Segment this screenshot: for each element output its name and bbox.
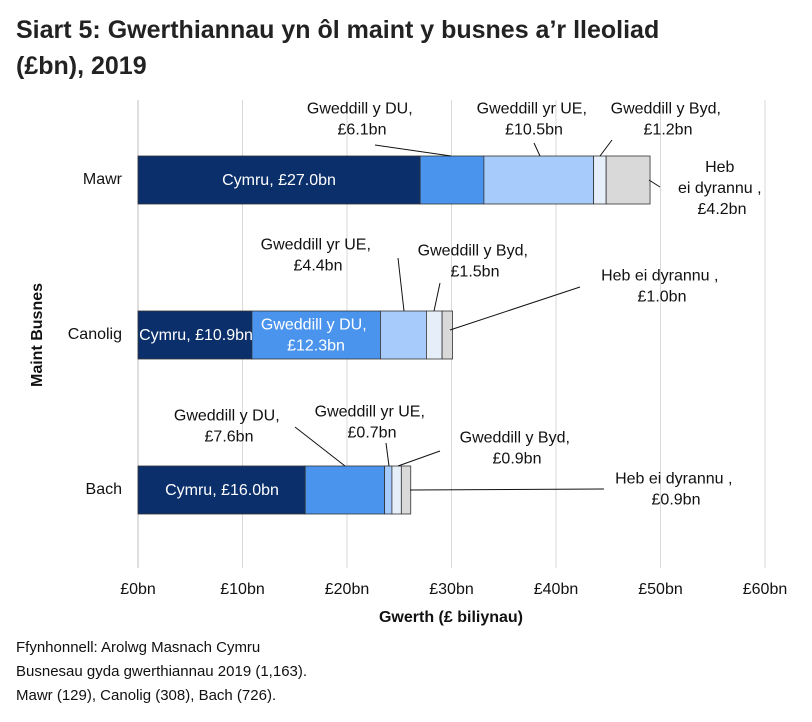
data-label: Gweddill yr UE, £4.4bn bbox=[261, 237, 376, 275]
note: Busnesau gyda gwerthiannau 2019 (1,163). bbox=[16, 663, 308, 680]
data-label: Gweddill y DU, £6.1bn bbox=[307, 101, 417, 139]
x-tick-label: £60bn bbox=[743, 581, 788, 598]
chart-title: Siart 5: Gwerthiannau yn ôl maint y busn… bbox=[16, 16, 660, 80]
bar-segment bbox=[251, 310, 381, 360]
data-label: Cymru, £27.0bn bbox=[222, 172, 336, 189]
leader-line bbox=[397, 450, 441, 467]
x-tick-label: £40bn bbox=[534, 581, 579, 598]
leader-line bbox=[294, 426, 346, 467]
data-label: Gweddill yr UE, £0.7bn bbox=[315, 404, 430, 442]
bar-segment bbox=[441, 310, 453, 360]
leader-line bbox=[599, 139, 613, 157]
bar-segment bbox=[384, 465, 393, 515]
y-tick-label: Bach bbox=[86, 481, 122, 498]
data-label: Heb ei dyrannu , £0.9bn bbox=[615, 471, 737, 509]
leader-line bbox=[374, 144, 452, 157]
x-tick-label: £20bn bbox=[325, 581, 370, 598]
bar-segment bbox=[593, 155, 607, 205]
leader-line bbox=[433, 282, 441, 312]
leader-line bbox=[397, 257, 405, 312]
bar-segment bbox=[137, 155, 421, 205]
leader-line bbox=[533, 142, 541, 157]
bar-segment bbox=[419, 155, 485, 205]
data-label: Cymru, £16.0bn bbox=[165, 482, 279, 499]
bar-segment bbox=[605, 155, 651, 205]
y-tick-label: Canolig bbox=[68, 326, 122, 343]
bar-segment bbox=[426, 310, 443, 360]
leader-line bbox=[449, 286, 581, 331]
data-label: Heb ei dyrannu , £1.0bn bbox=[601, 268, 723, 306]
x-tick-label: £50bn bbox=[638, 581, 683, 598]
x-tick-label: £30bn bbox=[429, 581, 474, 598]
data-label: Gweddill y Byd, £1.5bn bbox=[418, 243, 533, 281]
data-label: Gweddill y Byd, £0.9bn bbox=[460, 430, 575, 468]
leader-line bbox=[648, 179, 661, 188]
bar-segment bbox=[304, 465, 386, 515]
x-tick-label: £0bn bbox=[120, 581, 156, 598]
y-axis-title: Maint Busnes bbox=[29, 283, 46, 387]
bar-segment bbox=[391, 465, 402, 515]
bar-segment bbox=[400, 465, 412, 515]
leader-line bbox=[385, 442, 390, 467]
note: Mawr (129), Canolig (308), Bach (726). bbox=[16, 687, 277, 704]
x-axis-title: Gwerth (£ biliynau) bbox=[379, 609, 523, 626]
data-label: Gweddill y DU, £12.3bn bbox=[261, 317, 371, 355]
note: Ffynhonnell: Arolwg Masnach Cymru bbox=[16, 639, 261, 656]
bar-segment bbox=[483, 155, 595, 205]
data-label: Heb ei dyrannu , £4.2bn bbox=[678, 159, 766, 218]
notes: Ffynhonnell: Arolwg Masnach Cymru Busnesa… bbox=[16, 636, 307, 708]
data-label: Gweddill y Byd, £1.2bn bbox=[611, 101, 726, 139]
bar-segment bbox=[137, 310, 253, 360]
data-label: Gweddill yr UE, £10.5bn bbox=[477, 101, 592, 139]
x-tick-label: £10bn bbox=[220, 581, 265, 598]
y-tick-label: Mawr bbox=[83, 171, 123, 188]
data-label: Cymru, £10.9bn bbox=[139, 327, 253, 344]
bar-segment bbox=[380, 310, 427, 360]
data-label: Gweddill y DU, £7.6bn bbox=[174, 408, 284, 446]
leader-line bbox=[409, 488, 605, 491]
